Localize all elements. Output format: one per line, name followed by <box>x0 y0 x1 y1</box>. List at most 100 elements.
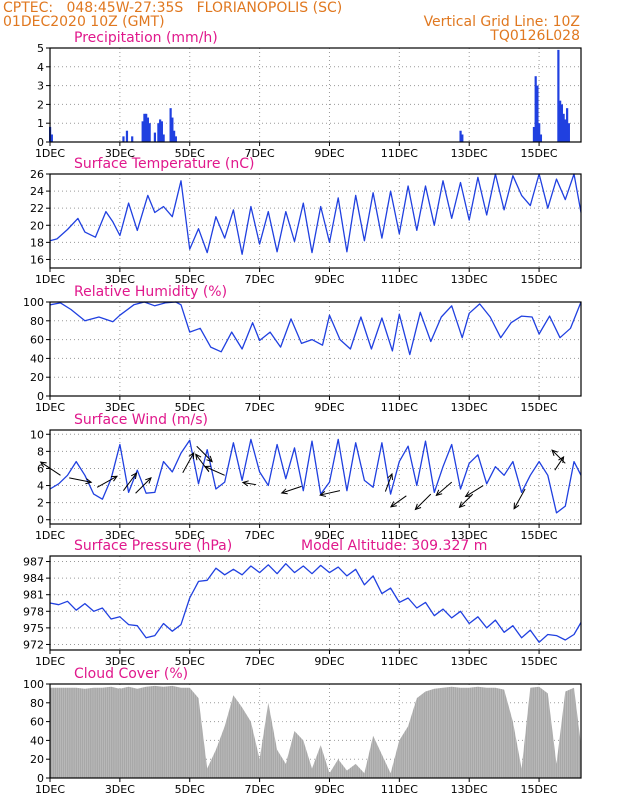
x-tick-label: 3DEC <box>105 401 135 414</box>
panel-title: Surface Pressure (hPa) <box>74 538 232 554</box>
x-tick-label: 7DEC <box>245 147 275 160</box>
y-tick-label: 2 <box>37 98 44 111</box>
precip-bar <box>174 136 177 142</box>
wind-arrow-shaft <box>390 495 407 508</box>
y-tick-label: 16 <box>30 253 44 266</box>
wind-arrow-shaft <box>415 493 432 510</box>
precip-bar <box>459 130 462 142</box>
x-tick-label: 15DEC <box>521 783 558 796</box>
precip-bar <box>564 119 567 142</box>
y-tick-label: 26 <box>30 168 44 181</box>
x-tick-label: 15DEC <box>521 273 558 286</box>
y-tick-label: 20 <box>30 753 44 766</box>
precip-bar <box>557 49 560 142</box>
wind-arrow-shaft <box>320 490 341 496</box>
x-tick-label: 9DEC <box>314 783 344 796</box>
panel-annotation: Model Altitude: 309.327 m <box>301 538 487 554</box>
precip-bar <box>173 130 176 142</box>
y-tick-label: 984 <box>23 572 44 585</box>
y-tick-label: 100 <box>23 678 44 691</box>
series-line <box>49 563 582 643</box>
y-tick-label: 972 <box>23 638 44 651</box>
x-tick-label: 5DEC <box>175 783 205 796</box>
x-tick-label: 1DEC <box>35 401 65 414</box>
x-tick-label: 11DEC <box>381 273 418 286</box>
x-tick-label: 3DEC <box>105 783 135 796</box>
precip-bar <box>461 134 464 142</box>
wind-arrow-shaft <box>554 456 565 471</box>
precip-bar <box>143 113 146 142</box>
x-tick-label: 15DEC <box>521 529 558 542</box>
precip-bar <box>160 121 163 142</box>
x-tick-label: 9DEC <box>314 147 344 160</box>
wind-arrow-shaft <box>384 473 393 492</box>
y-tick-label: 1 <box>37 117 44 130</box>
wind-arrow-head <box>513 502 520 510</box>
wind-arrow-shaft <box>436 481 453 496</box>
wind-arrow-shaft <box>242 481 257 486</box>
y-tick-label: 20 <box>30 371 44 384</box>
x-tick-label: 9DEC <box>314 401 344 414</box>
y-tick-label: 100 <box>23 296 44 309</box>
x-tick-label: 11DEC <box>381 147 418 160</box>
wind-arrow-shaft <box>69 477 92 483</box>
wind-arrow-head <box>551 449 558 456</box>
precip-bar <box>562 113 565 142</box>
x-tick-label: 11DEC <box>381 529 418 542</box>
panel-frame <box>49 47 582 143</box>
x-tick-label: 13DEC <box>451 401 488 414</box>
y-tick-label: 60 <box>30 716 44 729</box>
wind-arrow-shaft <box>465 485 484 497</box>
wind-arrow-shaft <box>551 449 566 464</box>
wind-arrow-head <box>280 488 288 495</box>
x-tick-label: 5DEC <box>175 401 205 414</box>
y-tick-label: 978 <box>23 605 44 618</box>
x-tick-label: 1DEC <box>35 529 65 542</box>
wind-arrow-shaft <box>122 472 137 491</box>
y-tick-label: 0 <box>37 136 44 149</box>
x-tick-label: 7DEC <box>245 783 275 796</box>
precip-bar <box>157 123 160 142</box>
wind-arrow-shaft <box>281 485 302 494</box>
x-tick-label: 5DEC <box>175 529 205 542</box>
y-tick-label: 60 <box>30 334 44 347</box>
y-tick-label: 8 <box>37 445 44 458</box>
x-tick-label: 9DEC <box>314 655 344 668</box>
wind-arrow-head <box>241 480 249 487</box>
x-tick-label: 1DEC <box>35 273 65 286</box>
precip-bar <box>171 117 174 142</box>
x-tick-label: 13DEC <box>451 529 488 542</box>
precip-bar <box>539 134 543 142</box>
x-tick-label: 13DEC <box>451 655 488 668</box>
x-tick-label: 7DEC <box>245 273 275 286</box>
x-tick-label: 3DEC <box>105 273 135 286</box>
wind-arrow-head <box>435 489 443 497</box>
wind-arrow-head <box>319 490 327 497</box>
x-tick-label: 1DEC <box>35 147 65 160</box>
x-tick-label: 5DEC <box>175 655 205 668</box>
series-line <box>49 438 582 514</box>
precip-bar <box>159 119 162 142</box>
wind-arrow-head <box>414 503 422 511</box>
precip-bar <box>131 136 134 142</box>
wind-arrow-head <box>131 472 138 480</box>
precip-bar <box>141 121 144 142</box>
x-tick-label: 1DEC <box>35 655 65 668</box>
series-line <box>49 173 582 255</box>
y-tick-label: 981 <box>23 589 44 602</box>
wind-arrow-head <box>203 465 211 472</box>
y-tick-label: 4 <box>37 480 44 493</box>
panel-title: Relative Humidity (%) <box>74 284 227 300</box>
y-tick-label: 0 <box>37 390 44 403</box>
wind-arrow-head <box>188 451 195 459</box>
y-tick-label: 5 <box>37 42 44 55</box>
x-tick-label: 11DEC <box>381 783 418 796</box>
precip-bar <box>125 130 129 142</box>
wind-arrow-head <box>206 455 213 463</box>
x-tick-label: 15DEC <box>521 401 558 414</box>
panel-frame <box>49 301 582 397</box>
panel-title: Surface Wind (m/s) <box>74 412 208 428</box>
y-tick-label: 80 <box>30 697 44 710</box>
wind-arrow-shaft <box>196 445 213 462</box>
